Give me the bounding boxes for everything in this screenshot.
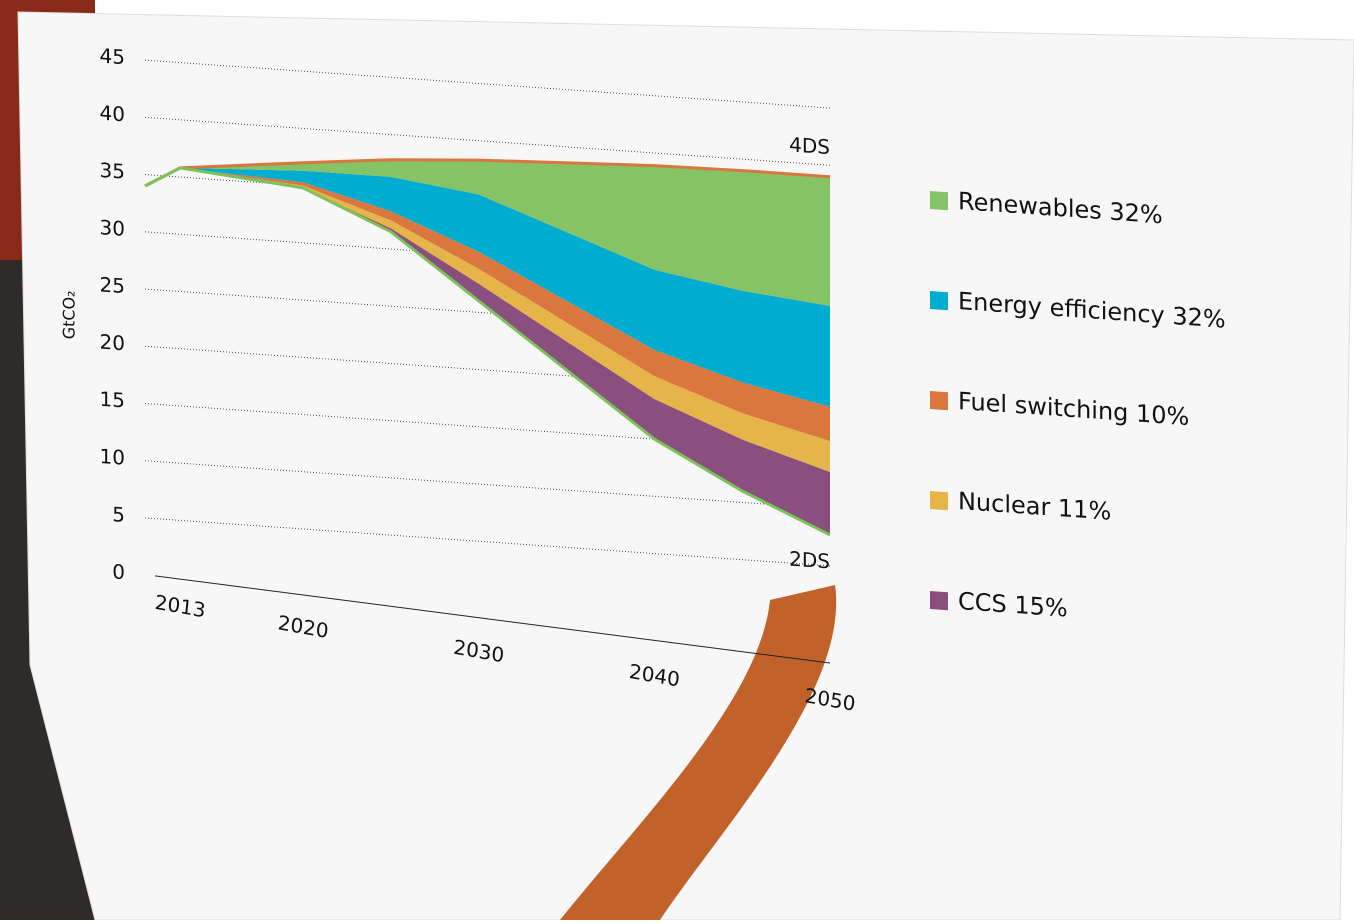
y-tick-label: 10 (100, 444, 125, 470)
y-tick-label: 45 (100, 43, 125, 69)
x-axis (154, 575, 831, 664)
arrow (560, 585, 837, 920)
y-tick-label: 35 (100, 158, 125, 184)
y-tick-label: 20 (100, 330, 125, 356)
y-tick-label: 40 (100, 101, 125, 127)
legend-swatch (930, 191, 948, 211)
lower-line (144, 166, 831, 537)
grid-line (145, 517, 830, 567)
y-tick-label: 5 (112, 502, 125, 527)
y-tick-label: 0 (112, 559, 125, 584)
legend-swatch (930, 591, 948, 611)
y-tick-label: 25 (100, 272, 125, 298)
area (145, 167, 830, 472)
grid-line (145, 116, 830, 166)
y-tick-label: 15 (100, 387, 125, 413)
area (145, 159, 830, 307)
upper-line (144, 158, 830, 188)
area (145, 167, 830, 442)
legend-swatch (930, 491, 948, 511)
lower-label: 2DS (789, 547, 830, 574)
y-axis-label: GtCO₂ (60, 290, 79, 340)
grid-line (145, 59, 830, 109)
grid-line (145, 460, 830, 510)
upper-label: 4DS (789, 132, 830, 159)
legend-swatch (930, 291, 948, 311)
area (145, 167, 830, 407)
legend-swatch (930, 391, 948, 411)
area (145, 167, 830, 535)
y-tick-label: 30 (100, 215, 125, 241)
plot: 05101520253035404520132020203020402050Gt… (60, 43, 1226, 715)
